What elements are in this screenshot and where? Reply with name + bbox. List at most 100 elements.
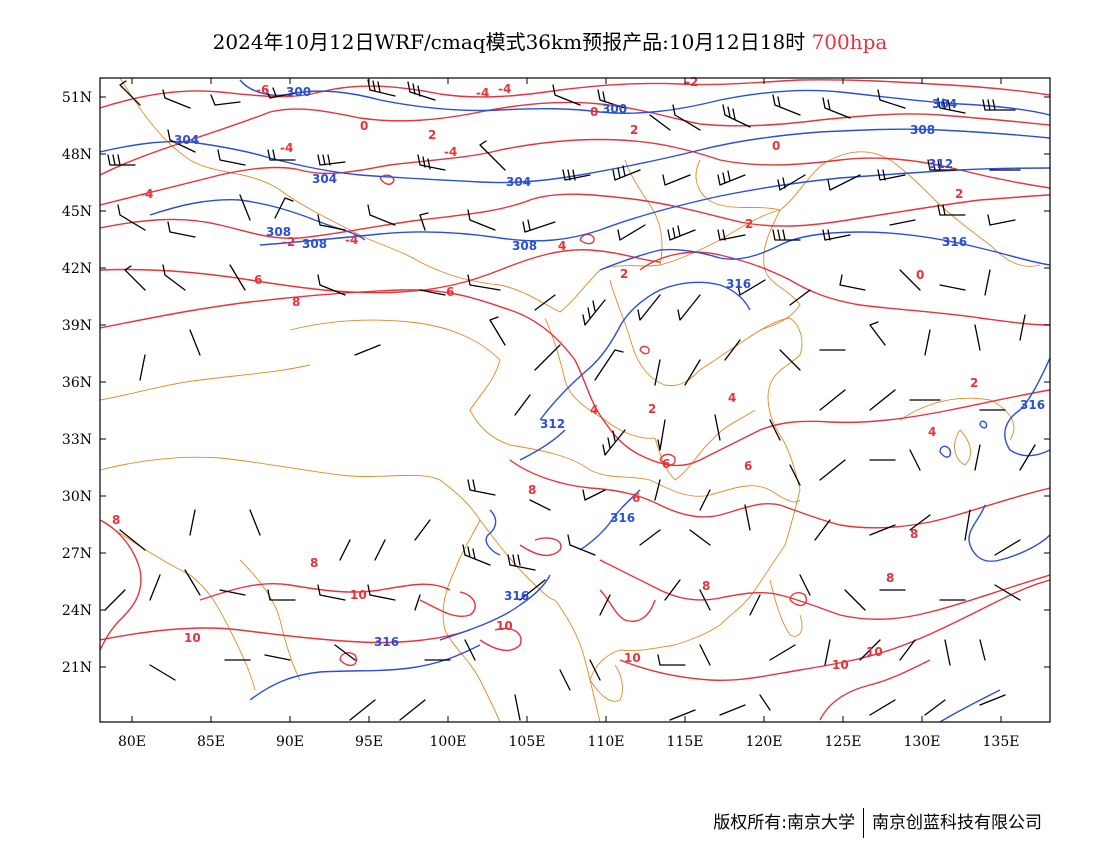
- contour-label: 8: [528, 483, 536, 497]
- footer-divider: [863, 808, 864, 838]
- contour-label: -4: [476, 86, 489, 100]
- contour-label: 0: [772, 139, 780, 153]
- contour-label: 4: [558, 239, 566, 253]
- temperature-contours: [100, 79, 1050, 721]
- contour-label: 2: [428, 128, 436, 142]
- latitude-labels: 51N 48N 45N 42N 39N 36N 33N 30N 27N 24N …: [62, 90, 92, 676]
- contour-label: 8: [112, 513, 120, 527]
- lat-label: 33N: [62, 432, 92, 448]
- lat-label: 39N: [62, 318, 92, 334]
- contour-label: 308: [512, 239, 537, 253]
- lon-label: 110E: [588, 734, 625, 750]
- lon-label: 105E: [509, 734, 546, 750]
- contour-label: 10: [832, 658, 849, 672]
- contour-label: 2: [620, 267, 628, 281]
- height-labels: 300 300 304 304 304 304 308 308 308 308 …: [174, 85, 1045, 649]
- copyright-footer: 版权所有:南京大学 南京创蓝科技有限公司: [713, 808, 1042, 838]
- contour-label: 300: [286, 85, 311, 99]
- lon-label: 95E: [355, 734, 383, 750]
- contour-label: -4: [280, 141, 293, 155]
- contour-label: 6: [744, 459, 752, 473]
- lat-label: 51N: [62, 90, 92, 106]
- contour-label: 312: [540, 417, 565, 431]
- contour-label: 8: [310, 556, 318, 570]
- contour-label: 316: [726, 277, 751, 291]
- lon-label: 125E: [825, 734, 862, 750]
- contour-label: 10: [496, 619, 513, 633]
- contour-label: 8: [910, 527, 918, 541]
- map-background: [100, 78, 1050, 722]
- contour-label: 316: [942, 235, 967, 249]
- boundaries-layer: [100, 78, 1041, 722]
- longitude-labels: 80E 85E 90E 95E 100E 105E 110E 115E 120E…: [118, 734, 1020, 750]
- contour-label: 6: [446, 285, 454, 299]
- contour-label: -4: [444, 145, 457, 159]
- contour-label: 304: [174, 133, 199, 147]
- contour-label: -2: [685, 75, 698, 89]
- contour-label: 0: [360, 119, 368, 133]
- map-title: 2024年10月12日WRF/cmaq模式36km预报产品:10月12日18时 …: [0, 26, 1100, 55]
- contour-label: 10: [624, 651, 641, 665]
- lon-label: 135E: [983, 734, 1020, 750]
- lon-label: 85E: [197, 734, 225, 750]
- contour-label: 312: [928, 157, 953, 171]
- contour-label: 10: [184, 631, 201, 645]
- title-level: 700hpa: [811, 30, 888, 54]
- contour-label: 2: [745, 217, 753, 231]
- contour-label: 308: [302, 237, 327, 251]
- height-contours: [100, 79, 1050, 722]
- copyright-company: 南京创蓝科技有限公司: [872, 813, 1042, 833]
- copyright-owner: 版权所有:南京大学: [713, 813, 855, 833]
- lon-label: 130E: [904, 734, 941, 750]
- contour-label: 10: [866, 645, 883, 659]
- contour-label: 8: [886, 571, 894, 585]
- lat-label: 36N: [62, 375, 92, 391]
- lon-label: 90E: [276, 734, 304, 750]
- map-frame: [99, 77, 1051, 723]
- contour-label: 4: [590, 403, 598, 417]
- lon-label: 115E: [667, 734, 704, 750]
- contour-label: 300: [602, 102, 627, 116]
- contour-label: 0: [590, 105, 598, 119]
- contour-label: 316: [374, 635, 399, 649]
- contour-label: 316: [504, 589, 529, 603]
- lat-label: 45N: [62, 204, 92, 220]
- lat-label: 24N: [62, 603, 92, 619]
- contour-label: -4: [140, 187, 153, 201]
- contour-label: 2: [648, 402, 656, 416]
- lon-label: 100E: [430, 734, 467, 750]
- contour-label: 308: [266, 225, 291, 239]
- contour-label: 316: [1020, 398, 1045, 412]
- axis-ticks: [100, 78, 1050, 722]
- lat-label: 30N: [62, 489, 92, 505]
- lon-label: 80E: [118, 734, 146, 750]
- contour-label: 304: [932, 97, 957, 111]
- lat-label: 42N: [62, 261, 92, 277]
- contour-label: -2: [282, 235, 295, 249]
- contour-label: 6: [662, 457, 670, 471]
- contour-label: -6: [256, 83, 269, 97]
- title-main: 2024年10月12日WRF/cmaq模式36km预报产品:10月12日18时: [212, 30, 806, 54]
- contour-label: 2: [970, 376, 978, 390]
- contour-label: -4: [498, 82, 511, 96]
- contour-label: 4: [928, 425, 936, 439]
- contour-label: 8: [292, 295, 300, 309]
- lon-label: 120E: [746, 734, 783, 750]
- contour-label: 2: [630, 123, 638, 137]
- contour-label: 0: [916, 268, 924, 282]
- contour-label: -4: [345, 233, 358, 247]
- contour-label: 8: [702, 579, 710, 593]
- contour-label: 304: [506, 175, 531, 189]
- contour-label: 308: [910, 123, 935, 137]
- contour-label: 4: [728, 391, 736, 405]
- lat-label: 21N: [62, 660, 92, 676]
- contour-label: 316: [610, 511, 635, 525]
- contour-label: 6: [254, 273, 262, 287]
- wind-barbs: [104, 79, 1036, 721]
- lat-label: 27N: [62, 546, 92, 562]
- contour-label: 10: [350, 588, 367, 602]
- contour-label: 2: [955, 187, 963, 201]
- lat-label: 48N: [62, 147, 92, 163]
- contour-label: 304: [312, 172, 337, 186]
